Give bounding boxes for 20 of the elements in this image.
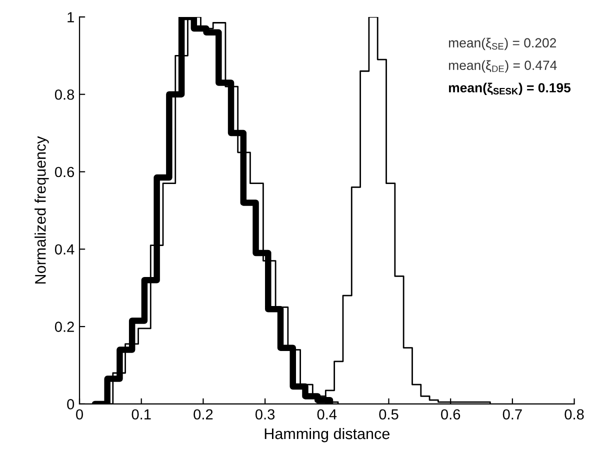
annotation: mean(ξ$_{DE}$) = 0.474: [448, 60, 557, 73]
y-tick-label: 0.6: [54, 166, 74, 178]
x-tick-label: 0.6: [441, 409, 460, 420]
x-tick-label: 0: [76, 409, 83, 420]
x-tick-label: 0.3: [255, 409, 275, 420]
annotation: mean(ξ$_{SE}$) = 0.202: [448, 38, 556, 50]
x-tick-label: 0.7: [502, 409, 522, 420]
y-tick-label: 0: [67, 399, 74, 410]
annotation: mean(ξ$_{SESK}$) = 0.195: [448, 82, 571, 96]
y-tick-label: 1: [68, 12, 74, 22]
y-tick-label: 0.2: [54, 322, 74, 332]
x-tick-label: 0.1: [132, 409, 151, 420]
y-axis-title: Normalized frequency: [34, 136, 49, 284]
x-axis-title: Hamming distance: [264, 428, 390, 442]
x-tick-label: 0.2: [194, 409, 213, 420]
x-tick-label: 0.5: [379, 409, 398, 420]
x-tick-label: 0.4: [317, 409, 337, 420]
x-tick-label: 0.8: [564, 409, 584, 420]
y-tick-label: 0.4: [54, 244, 74, 255]
y-tick-label: 0.8: [54, 89, 74, 100]
